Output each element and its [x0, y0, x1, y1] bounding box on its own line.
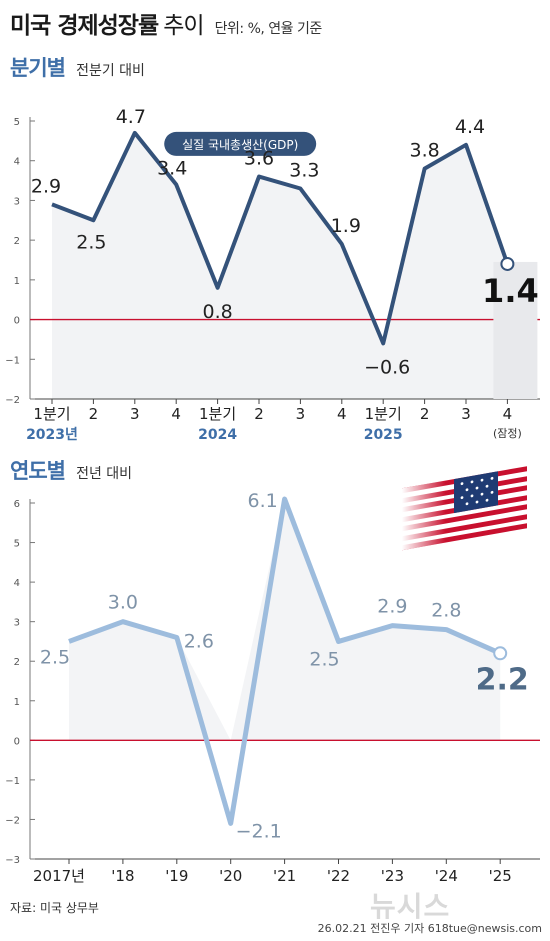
quarterly-section-subtitle: 전분기 대비 — [76, 63, 145, 79]
credit-note: 26.02.21 전진우 기자 618tue@newsis.com — [317, 922, 542, 935]
annual-section-subtitle: 전년 대비 — [76, 466, 133, 482]
y-tick-label: −1 — [5, 355, 20, 366]
x-tick-label: 1분기 — [33, 405, 70, 423]
latest-data-label: 2.2 — [476, 662, 529, 697]
unit-note: 단위: %, 연율 기준 — [214, 21, 323, 37]
annual-series-line — [68, 496, 502, 826]
x-tick-label: 2 — [420, 405, 430, 423]
x-tick-label: 2017년 — [33, 867, 85, 885]
y-tick-label: 1 — [14, 276, 20, 287]
data-label: 3.4 — [157, 158, 187, 180]
data-label: 2.5 — [76, 231, 106, 253]
x-tick-label: 3 — [296, 405, 306, 423]
series-legend-badge — [164, 131, 317, 156]
data-label: 0.8 — [202, 301, 232, 323]
area-fill — [52, 132, 508, 399]
y-tick-label: 2 — [14, 657, 20, 668]
y-tick-label: 4 — [14, 578, 20, 589]
y-tick-label: −2 — [5, 815, 20, 826]
x-tick-label: 4 — [503, 405, 513, 423]
x-tick-label: 2 — [254, 405, 264, 423]
x-tick-label: '19 — [165, 867, 188, 885]
us-flag-icon — [402, 466, 527, 551]
data-label: 2.5 — [309, 648, 339, 670]
data-label: 4.4 — [455, 116, 485, 138]
data-label: 2.5 — [40, 646, 70, 668]
quarterly-section-title: 분기별 — [10, 56, 66, 80]
x-tick-label: '25 — [489, 867, 512, 885]
latest-data-label: 1.4 — [482, 272, 539, 310]
x-tick-label: 3 — [130, 405, 140, 423]
page-title-suffix: 추이 — [163, 13, 204, 39]
year-label: 2023년 — [26, 427, 78, 443]
data-label: 3.0 — [108, 592, 138, 614]
data-label: −2.1 — [236, 820, 282, 842]
x-tick-label: 2 — [89, 405, 99, 423]
data-label: 4.7 — [116, 106, 146, 128]
x-tick-label: '18 — [111, 867, 134, 885]
y-tick-label: 1 — [14, 697, 20, 708]
y-tick-label: −3 — [5, 855, 20, 866]
quarterly-growth-chart: −2 −1 0 1 2 3 4 5 1분기 2 3 4 1분기 2 3 4 1분기 2 3 4 2023년 2024 202… — [5, 106, 540, 443]
data-label: 3.3 — [289, 160, 319, 182]
data-label: 2.9 — [31, 175, 61, 197]
data-label: 2.9 — [377, 596, 407, 618]
data-label: 3.6 — [244, 148, 274, 170]
y-tick-label: 4 — [14, 157, 20, 168]
gdp-series-line — [51, 130, 510, 346]
x-tick-label: 4 — [171, 405, 181, 423]
x-tick-label: 4 — [337, 405, 347, 423]
last-value-box — [493, 261, 538, 399]
y-tick-label: 2 — [14, 236, 20, 247]
x-tick-label: '20 — [219, 867, 242, 885]
watermark-logo: 뉴시스 — [370, 890, 451, 923]
x-tick-label: '23 — [381, 867, 404, 885]
annual-section-title: 연도별 — [10, 459, 66, 483]
data-label: 1.9 — [331, 215, 361, 237]
x-tick-label: '21 — [273, 867, 296, 885]
year-label: 2025 — [364, 427, 403, 443]
y-tick-label: 0 — [14, 736, 20, 747]
preliminary-note: (잠정) — [493, 427, 522, 440]
year-label: 2024 — [198, 427, 237, 443]
x-tick-label: '22 — [327, 867, 350, 885]
data-label: 2.6 — [184, 630, 214, 652]
x-tick-label: 3 — [461, 405, 471, 423]
annual-growth-chart: −3 −2 −1 0 1 2 3 4 5 6 2017년 '18 '19 '20 '21 '22 '23 '24 '… — [5, 490, 540, 885]
annual-section-header: 연도별 전년 대비 — [10, 455, 132, 485]
latest-point-marker — [500, 256, 515, 271]
source-note: 자료: 미국 상무부 — [10, 901, 99, 915]
latest-point-marker — [493, 646, 508, 661]
chart-header: 미국 경제성장률 추이 단위: %, 연율 기준 — [10, 6, 323, 39]
x-tick-label: 1분기 — [365, 405, 402, 423]
data-label: 6.1 — [247, 490, 277, 512]
y-tick-label: 3 — [14, 618, 20, 629]
data-label: −0.6 — [364, 356, 410, 378]
y-tick-label: 3 — [14, 196, 20, 207]
y-tick-label: 5 — [14, 539, 20, 550]
data-label: 3.8 — [409, 140, 439, 162]
y-tick-label: −2 — [5, 395, 20, 406]
y-tick-label: −1 — [5, 776, 20, 787]
y-tick-label: 6 — [14, 499, 20, 510]
page-title: 미국 경제성장률 — [10, 13, 159, 39]
data-label: 2.8 — [431, 600, 461, 622]
x-tick-label: '24 — [435, 867, 458, 885]
series-legend-label: 실질 국내총생산(GDP) — [182, 138, 298, 152]
quarterly-section-header: 분기별 전분기 대비 — [10, 52, 145, 82]
area-fill — [69, 499, 501, 741]
x-tick-label: 1분기 — [199, 405, 236, 423]
y-tick-label: 0 — [14, 316, 20, 327]
y-tick-label: 5 — [14, 117, 20, 128]
